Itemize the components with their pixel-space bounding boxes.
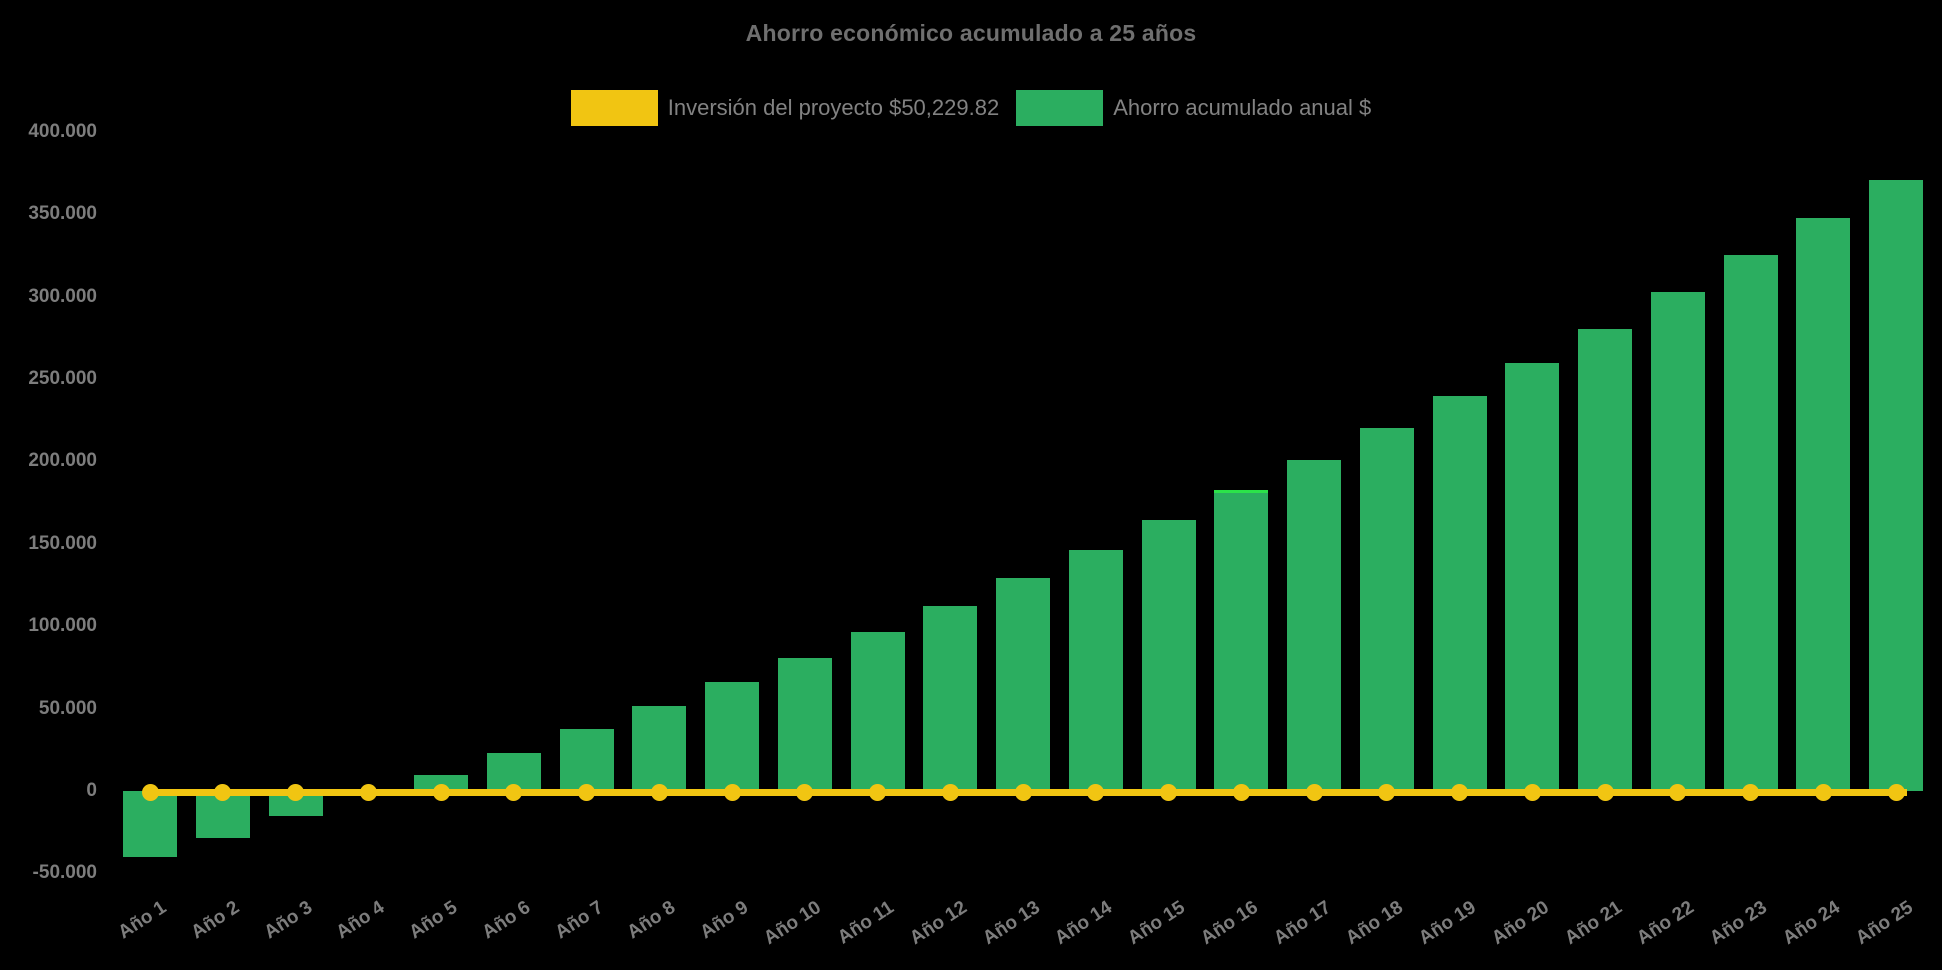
line-point-year-10[interactable]: [796, 784, 814, 801]
line-point-year-8[interactable]: [650, 784, 668, 801]
legend: Inversión del proyecto $50,229.82 Ahorro …: [0, 90, 1942, 126]
bar-year-25[interactable]: [1869, 179, 1923, 791]
bar-year-23[interactable]: [1723, 255, 1778, 791]
line-point-year-16[interactable]: [1232, 784, 1250, 801]
line-point-year-15[interactable]: [1160, 784, 1177, 801]
line-point-year-17[interactable]: [1305, 784, 1323, 801]
x-axis-tick-label: Año 20: [1488, 897, 1553, 950]
y-axis-tick-label: 250.000: [28, 368, 97, 389]
line-point-year-24[interactable]: [1814, 784, 1832, 801]
bar-year-16[interactable]: [1214, 490, 1269, 791]
y-axis-tick-label: 300.000: [28, 285, 97, 307]
bar-year-1[interactable]: [123, 791, 177, 857]
y-axis-tick-label: 0: [86, 780, 97, 801]
x-axis-tick-label: Año 19: [1415, 897, 1480, 950]
bar-year-9[interactable]: [705, 682, 759, 791]
y-axis-tick-label: 50.000: [38, 697, 97, 719]
bar-year-21[interactable]: [1578, 328, 1632, 791]
line-point-year-23[interactable]: [1742, 784, 1759, 801]
legend-label-savings-bars: Ahorro acumulado anual $: [1113, 95, 1372, 120]
line-point-year-2[interactable]: [214, 784, 232, 801]
legend-item-investment-line[interactable]: Inversión del proyecto $50,229.82: [570, 90, 1000, 126]
bar-year-12[interactable]: [923, 606, 978, 791]
line-point-year-11[interactable]: [869, 784, 886, 801]
line-point-year-13[interactable]: [1014, 784, 1032, 801]
y-axis-tick-label: 150.000: [28, 532, 97, 554]
y-axis-tick-label: -50.000: [32, 862, 97, 884]
x-axis-tick-label: Año 3: [260, 897, 316, 944]
bar-year-17[interactable]: [1287, 459, 1341, 791]
line-point-year-18[interactable]: [1378, 784, 1396, 801]
line-point-year-21[interactable]: [1596, 784, 1614, 801]
x-axis-tick-label: Año 8: [623, 897, 680, 944]
x-axis-tick-label: Año 14: [1051, 897, 1117, 950]
bar-year-24[interactable]: [1796, 218, 1851, 791]
bar-year-14[interactable]: [1068, 549, 1123, 791]
x-axis-tick-label: Año 21: [1560, 897, 1626, 950]
y-axis-tick-label: 350.000: [28, 203, 97, 225]
x-axis-tick-label: Año 9: [696, 897, 753, 944]
x-axis-tick-label: Año 2: [187, 897, 244, 944]
x-axis-tick-label: Año 23: [1706, 897, 1771, 950]
x-axis-tick-label: Año 1: [114, 897, 171, 944]
legend-swatch-investment-line: [570, 90, 658, 126]
x-axis-tick-label: Año 6: [478, 897, 535, 944]
legend-label-investment-line: Inversión del proyecto $50,229.82: [667, 95, 1000, 120]
chart-title: Ahorro económico acumulado a 25 años: [745, 20, 1197, 46]
y-axis-tick-label: 400.000: [28, 120, 97, 142]
line-point-year-22[interactable]: [1669, 784, 1687, 801]
line-point-year-25[interactable]: [1887, 784, 1905, 801]
line-point-year-20[interactable]: [1523, 784, 1541, 801]
bar-year-22[interactable]: [1650, 292, 1705, 791]
x-axis-tick-label: Año 4: [332, 897, 389, 944]
x-axis-tick-label: Año 15: [1124, 897, 1189, 950]
x-axis-tick-label: Año 11: [834, 897, 898, 949]
y-axis-tick-label: 100.000: [28, 615, 97, 637]
line-point-year-7[interactable]: [578, 784, 595, 801]
bar-year-19[interactable]: [1432, 396, 1487, 791]
bar-year-15[interactable]: [1141, 519, 1196, 791]
x-axis-tick-label: Año 13: [978, 897, 1044, 950]
line-point-year-14[interactable]: [1087, 784, 1105, 801]
legend-item-savings-bars[interactable]: Ahorro acumulado anual $: [1016, 90, 1371, 126]
bar-year-13[interactable]: [996, 577, 1050, 791]
x-axis-tick-label: Año 18: [1342, 897, 1408, 950]
x-axis-tick-label: Año 24: [1779, 897, 1844, 950]
x-axis-tick-label: Año 5: [405, 897, 462, 944]
bar-year-18[interactable]: [1359, 428, 1414, 791]
bar-year-7[interactable]: [559, 729, 614, 791]
line-point-year-4[interactable]: [359, 784, 377, 801]
line-point-year-6[interactable]: [505, 784, 523, 801]
legend-swatch-savings-bars: [1016, 90, 1104, 126]
line-point-year-5[interactable]: [432, 784, 450, 801]
x-axis-tick-label: Año 10: [760, 897, 826, 950]
bar-year-11[interactable]: [850, 631, 905, 791]
bar-year-5[interactable]: [414, 774, 468, 791]
line-point-year-9[interactable]: [723, 784, 741, 801]
bar-year-20[interactable]: [1505, 362, 1560, 791]
bar-year-10[interactable]: [777, 657, 832, 791]
bar-year-8[interactable]: [632, 706, 687, 791]
x-axis-tick-label: Año 7: [551, 897, 607, 944]
x-axis-tick-label: Año 17: [1269, 897, 1335, 950]
line-point-year-12[interactable]: [941, 784, 959, 801]
x-axis-tick-label: Año 25: [1851, 897, 1917, 950]
line-point-year-3[interactable]: [287, 784, 304, 801]
y-axis-tick-label: 200.000: [28, 450, 97, 472]
x-axis-tick-label: Año 22: [1633, 897, 1699, 950]
line-point-year-19[interactable]: [1451, 784, 1468, 801]
x-axis-tick-label: Año 16: [1197, 897, 1262, 950]
x-axis-tick-label: Año 12: [906, 897, 971, 950]
line-point-year-1[interactable]: [141, 784, 159, 801]
